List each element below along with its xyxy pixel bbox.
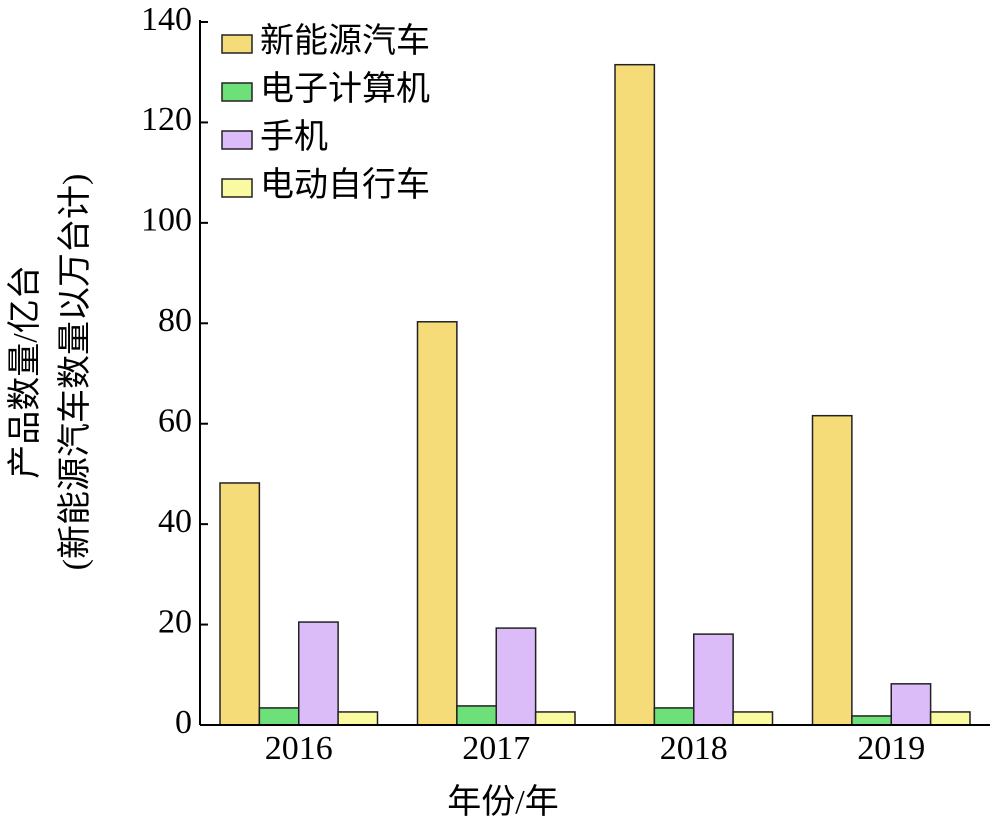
bar [456, 705, 497, 726]
y-tick-label: 20 [158, 603, 192, 640]
legend-label: 手机 [260, 118, 328, 156]
y-tick-label: 0 [175, 704, 192, 741]
bar [929, 711, 971, 726]
bar [693, 633, 734, 726]
y-axis-note: (新能源汽车数量以万台计) [56, 174, 94, 571]
bar [298, 621, 339, 726]
y-tick-label: 80 [158, 302, 192, 339]
x-tick-label: 2017 [462, 730, 530, 767]
legend-label: 电动自行车 [260, 166, 430, 204]
bar [811, 414, 853, 726]
y-tick-label: 100 [141, 202, 192, 239]
y-tick-label: 140 [141, 1, 192, 38]
bar [614, 63, 656, 726]
bar [416, 321, 458, 726]
legend-swatch [221, 82, 253, 102]
bar [851, 715, 892, 726]
x-tick-label: 2016 [265, 730, 333, 767]
x-axis-label: 年份/年 [447, 783, 558, 821]
y-tick-label: 40 [158, 503, 192, 540]
bar [534, 711, 576, 726]
x-tick-label: 2018 [660, 730, 728, 767]
y-tick-label: 120 [141, 101, 192, 138]
y-tick-label: 60 [158, 403, 192, 440]
y-axis-label: 产品数量/亿台 [6, 265, 44, 478]
bar [732, 711, 774, 726]
bar [337, 711, 379, 726]
bar [653, 707, 695, 726]
x-tick-label: 2019 [857, 730, 925, 767]
bar [258, 707, 300, 726]
legend-swatch [221, 34, 253, 54]
legend-swatch [221, 130, 253, 150]
bar [219, 482, 261, 726]
bar [890, 683, 932, 726]
bar [495, 627, 537, 726]
legend-swatch [221, 178, 253, 198]
legend-label: 电子计算机 [260, 70, 430, 108]
legend-label: 新能源汽车 [260, 22, 430, 60]
